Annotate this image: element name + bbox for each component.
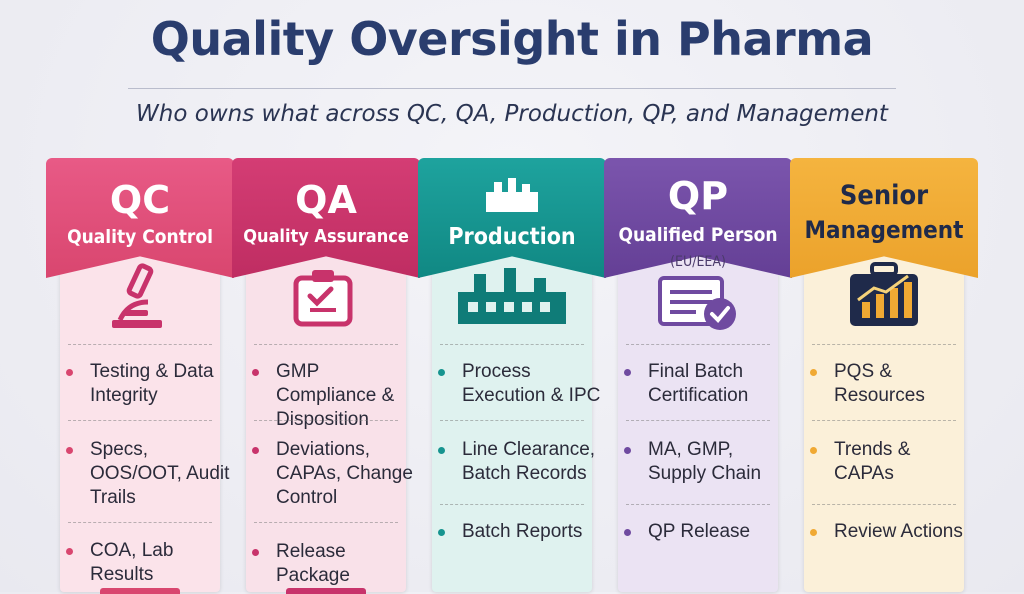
list-item-text: Trends & CAPAs bbox=[834, 439, 911, 484]
column-qa: QA Quality Assurance GMP Compliance & Di… bbox=[232, 158, 420, 594]
bullet-icon bbox=[438, 529, 445, 536]
column-name-line1: Senior bbox=[839, 180, 929, 211]
column-name: Quality Assurance bbox=[243, 226, 409, 247]
column-abbr: QP bbox=[667, 174, 729, 218]
column-name: Qualified Person bbox=[618, 224, 778, 246]
bullet-icon bbox=[810, 529, 817, 536]
list-item-text: Review Actions bbox=[834, 521, 963, 542]
column-qc: QC Quality Control Testing & Data Integr… bbox=[46, 158, 234, 594]
bullet-icon bbox=[66, 447, 73, 454]
list-item-text: PQS & Resources bbox=[834, 361, 925, 406]
bullet-icon bbox=[438, 369, 445, 376]
column-name: Production bbox=[448, 224, 576, 250]
divider bbox=[68, 522, 212, 523]
list-item-text: Deviations, CAPAs, Change Control bbox=[276, 439, 413, 508]
microscope-icon bbox=[112, 263, 162, 328]
divider bbox=[68, 420, 212, 421]
divider bbox=[812, 504, 956, 505]
list-item-text: GMP Compliance & Disposition bbox=[276, 361, 395, 430]
column-name-line2: Management bbox=[804, 216, 964, 244]
column-senior-management: Senior Management PQS & Resources Trends… bbox=[790, 158, 978, 592]
bullet-icon bbox=[252, 369, 259, 376]
list-item-text: Batch Reports bbox=[462, 521, 583, 542]
page-title: Quality Oversight in Pharma bbox=[150, 12, 874, 66]
bullet-icon bbox=[252, 447, 259, 454]
column-footer-tab bbox=[286, 588, 366, 594]
bullet-icon bbox=[66, 548, 73, 555]
bullet-icon bbox=[66, 369, 73, 376]
briefcase-chart-icon bbox=[850, 262, 918, 326]
divider bbox=[440, 344, 584, 345]
column-note: (EU/EEA) bbox=[670, 254, 726, 270]
factory-small-icon bbox=[486, 178, 538, 212]
divider bbox=[626, 344, 770, 345]
list-item-text: Release Package bbox=[276, 541, 350, 586]
bullet-icon bbox=[624, 529, 631, 536]
divider bbox=[254, 522, 398, 523]
list-item-text: Testing & Data Integrity bbox=[90, 361, 214, 406]
bullet-icon bbox=[624, 369, 631, 376]
clipboard-check-icon bbox=[293, 270, 353, 327]
list-item-text: QP Release bbox=[648, 521, 751, 542]
title-divider bbox=[128, 88, 896, 89]
bullet-icon bbox=[252, 549, 259, 556]
bullet-icon bbox=[624, 447, 631, 454]
divider bbox=[440, 420, 584, 421]
bullet-icon bbox=[810, 369, 817, 376]
column-abbr: QC bbox=[109, 178, 171, 222]
divider bbox=[812, 420, 956, 421]
column-abbr: QA bbox=[295, 178, 357, 222]
list-item-text: MA, GMP, Supply Chain bbox=[648, 439, 762, 484]
list-item-text: Final Batch Certification bbox=[648, 361, 749, 406]
list-item-text: Line Clearance, Batch Records bbox=[462, 439, 596, 484]
divider bbox=[254, 420, 398, 421]
divider bbox=[812, 344, 956, 345]
list-item-text: Process Execution & IPC bbox=[462, 361, 601, 406]
divider bbox=[626, 420, 770, 421]
page-subtitle: Who owns what across QC, QA, Production,… bbox=[136, 101, 888, 127]
bullet-icon bbox=[810, 447, 817, 454]
divider bbox=[254, 344, 398, 345]
list-item-text: COA, Lab Results bbox=[90, 540, 174, 585]
certificate-check-icon bbox=[658, 276, 736, 330]
column-name: Quality Control bbox=[67, 226, 213, 248]
column-qp: QP Qualified Person (EU/EEA) Final Batch… bbox=[604, 158, 792, 592]
divider bbox=[440, 504, 584, 505]
column-production: Production Process Execution & IPC Line … bbox=[418, 158, 606, 592]
bullet-icon bbox=[438, 447, 445, 454]
divider bbox=[68, 344, 212, 345]
factory-icon bbox=[458, 268, 566, 324]
divider bbox=[626, 504, 770, 505]
column-footer-tab bbox=[100, 588, 180, 594]
list-item-text: Specs, OOS/OOT, Audit Trails bbox=[90, 439, 230, 508]
